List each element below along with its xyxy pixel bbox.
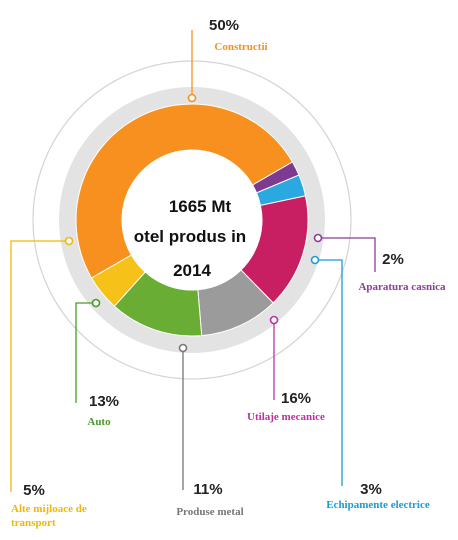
center-line-2: otel produs in xyxy=(134,227,246,246)
percent-produse-metal: 11% xyxy=(193,481,222,498)
percent-alte-mijloace-de-transport: 5% xyxy=(23,482,45,499)
label-auto: Auto xyxy=(87,416,111,428)
percent-utilaje-mecanice: 16% xyxy=(281,390,311,407)
center-hole xyxy=(122,150,262,290)
label-aparatura-casnica: Aparatura casnica xyxy=(358,281,446,293)
label-alte-mijloace-de-transport: Alte mijloace de transport xyxy=(11,503,87,529)
label-utilaje-mecanice: Utilaje mecanice xyxy=(247,411,325,423)
center-line-1: 1665 Mt xyxy=(169,197,232,216)
label-echipamente-electrice: Echipamente electrice xyxy=(326,499,430,511)
percent-constructii: 50% xyxy=(209,17,239,34)
marker-produse-metal xyxy=(178,343,188,353)
marker-auto xyxy=(91,298,101,308)
marker-utilaje-mecanice xyxy=(269,315,279,325)
leader-line-alte-mijloace-de-transport xyxy=(10,240,69,492)
marker-constructii xyxy=(187,93,197,103)
leader-line-auto xyxy=(75,302,96,403)
label-constructii: Constructii xyxy=(214,41,267,53)
callouts-group: 50% Constructii 2% Aparatura casnica 3%Echip… xyxy=(10,17,446,529)
marker-alte-mijloace-de-transport xyxy=(64,236,74,246)
percent-echipamente-electrice: 3% xyxy=(360,481,382,498)
marker-echipamente-electrice xyxy=(310,255,320,265)
marker-aparatura-casnica xyxy=(313,233,323,243)
percent-auto: 13% xyxy=(89,393,119,410)
leader-line-echipamente-electrice xyxy=(315,259,343,486)
label-produse-metal: Produse metal xyxy=(176,506,243,518)
percent-aparatura-casnica: 2% xyxy=(382,251,404,268)
center-line-3: 2014 xyxy=(173,261,211,280)
leader-line-aparatura-casnica xyxy=(318,237,376,272)
